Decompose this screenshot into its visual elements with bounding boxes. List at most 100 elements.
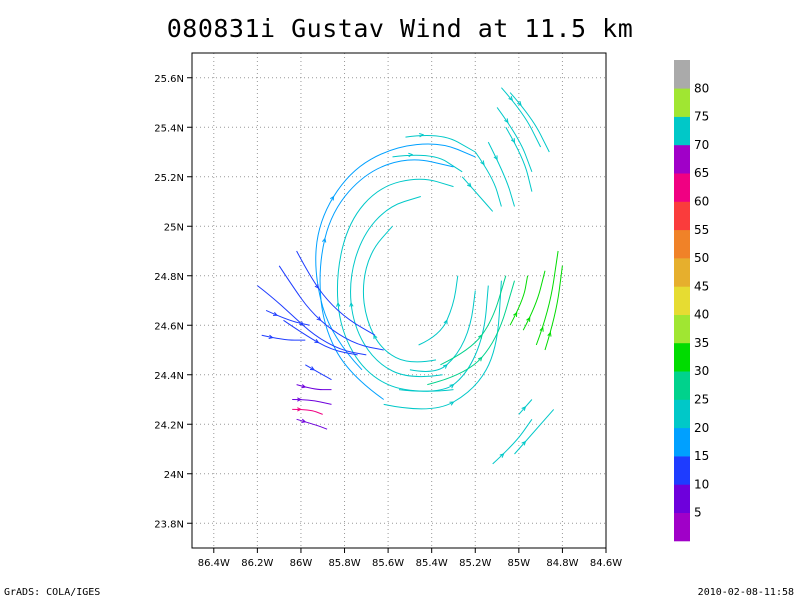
streamline-9 xyxy=(296,250,376,336)
streamline-arrow-35 xyxy=(297,407,303,412)
streamline-33 xyxy=(296,384,332,391)
streamline-36 xyxy=(296,418,328,430)
colorbar-swatch-8 xyxy=(674,286,690,315)
colorbar-label: 10 xyxy=(694,477,709,491)
colorbar-label: 65 xyxy=(694,166,709,180)
streamline-arrow-13 xyxy=(442,364,448,369)
colorbar-swatch-1 xyxy=(674,484,690,513)
streamline-layer xyxy=(257,87,563,465)
streamline-12 xyxy=(265,309,310,326)
colorbar-swatch-15 xyxy=(674,88,690,117)
streamline-arrow-2 xyxy=(336,301,341,307)
colorbar-label: 45 xyxy=(694,279,709,293)
streamline-arrow-33 xyxy=(301,384,307,389)
y-tick-label: 25.4N xyxy=(154,123,184,134)
x-tick-label: 86.4W xyxy=(198,558,230,569)
streamline-11 xyxy=(261,334,306,341)
x-tick-label: 84.8W xyxy=(546,558,578,569)
streamline-arrow-27 xyxy=(508,96,514,101)
y-tick-label: 25.6N xyxy=(154,74,184,85)
colorbar-swatch-6 xyxy=(674,342,690,372)
streamline-arrow-34 xyxy=(297,397,303,402)
streamline-arrow-17 xyxy=(478,334,483,340)
footer-right: 2010-02-08-11:58 xyxy=(697,587,794,598)
chart-title: 080831i Gustav Wind at 11.5 km xyxy=(166,14,634,43)
streamline-arrow-36 xyxy=(301,418,307,423)
streamline-arrow-30 xyxy=(499,453,505,458)
streamline-21 xyxy=(535,250,559,346)
colorbar-label: 30 xyxy=(694,364,709,378)
streamline-arrow-3 xyxy=(322,237,327,243)
streamline-5 xyxy=(405,135,476,153)
streamline-arrow-16 xyxy=(443,319,448,325)
x-tick-label: 84.6W xyxy=(590,558,622,569)
streamline-16 xyxy=(418,275,459,346)
streamline-arrow-22 xyxy=(547,331,552,337)
streamline-arrow-31 xyxy=(521,440,527,446)
streamline-23 xyxy=(461,176,494,212)
streamline-arrow-18 xyxy=(477,356,483,362)
streamline-15 xyxy=(383,280,502,410)
streamline-4 xyxy=(315,143,476,371)
colorbar-label: 55 xyxy=(694,223,709,237)
y-tick-label: 24.2N xyxy=(154,420,184,431)
streamline-arrow-6 xyxy=(408,152,414,158)
streamline-14 xyxy=(398,285,489,392)
colorbar-swatch-12 xyxy=(674,173,690,202)
streamline-6 xyxy=(392,154,463,173)
colorbar-label: 40 xyxy=(694,308,709,322)
x-tick-label: 85.2W xyxy=(459,558,491,569)
streamline-28 xyxy=(496,107,533,172)
streamline-arrow-8 xyxy=(316,316,322,322)
streamline-arrow-5 xyxy=(419,133,425,138)
y-tick-label: 24.6N xyxy=(154,321,184,332)
streamline-25 xyxy=(487,141,515,207)
colorbar-label: 50 xyxy=(694,251,709,265)
streamline-37 xyxy=(305,364,332,381)
streamline-arrow-21 xyxy=(539,326,544,332)
colorbar-label: 5 xyxy=(694,506,702,520)
colorbar-label: 25 xyxy=(694,393,709,407)
streamline-8 xyxy=(278,265,384,351)
streamline-arrow-4 xyxy=(330,195,335,201)
plot-frame xyxy=(191,52,607,549)
streamline-0 xyxy=(362,225,437,363)
streamline-31 xyxy=(514,409,555,455)
streamline-2 xyxy=(336,178,454,392)
streamline-27 xyxy=(501,87,542,148)
footer-left: GrADS: COLA/IGES xyxy=(4,587,101,598)
colorbar-swatch-7 xyxy=(674,314,690,344)
colorbar-swatch-11 xyxy=(674,201,690,231)
y-tick-label: 25.2N xyxy=(154,173,184,184)
y-tick-label: 24.8N xyxy=(154,272,184,283)
streamline-arrow-10 xyxy=(314,339,320,344)
colorbar-label: 60 xyxy=(694,195,709,209)
streamline-13 xyxy=(409,290,476,372)
streamline-arrow-29 xyxy=(510,138,516,144)
streamline-arrow-7 xyxy=(299,321,304,326)
colorbar-label: 35 xyxy=(694,336,709,350)
x-tick-label: 86W xyxy=(290,558,313,569)
colorbar-swatch-4 xyxy=(674,399,690,429)
streamline-arrow-9 xyxy=(314,284,320,290)
x-tick-label: 85W xyxy=(508,558,531,569)
y-tick-label: 24N xyxy=(164,470,184,481)
colorbar-swatch-2 xyxy=(674,456,690,485)
streamline-arrow-12 xyxy=(272,311,279,316)
y-tick-label: 23.8N xyxy=(154,519,184,530)
colorbar-label: 75 xyxy=(694,110,709,124)
colorbar: 5 10 15 20 25 30 35 40 45 50 55 60 65 70 75 80 xyxy=(674,60,709,542)
x-tick-label: 85.4W xyxy=(416,558,448,569)
colorbar-swatch-9 xyxy=(674,258,690,287)
streamline-29 xyxy=(505,127,533,192)
streamline-22 xyxy=(544,265,563,351)
colorbar-label: 15 xyxy=(694,449,709,463)
colorbar-label: 20 xyxy=(694,421,709,435)
x-tick-label: 85.6W xyxy=(372,558,404,569)
streamline-19 xyxy=(509,275,529,326)
streamline-1 xyxy=(350,196,443,378)
streamline-arrow-14 xyxy=(449,383,455,389)
streamline-arrow-15 xyxy=(449,401,455,406)
colorbar-label: 80 xyxy=(694,81,709,95)
colorbar-swatch-0 xyxy=(674,512,690,542)
